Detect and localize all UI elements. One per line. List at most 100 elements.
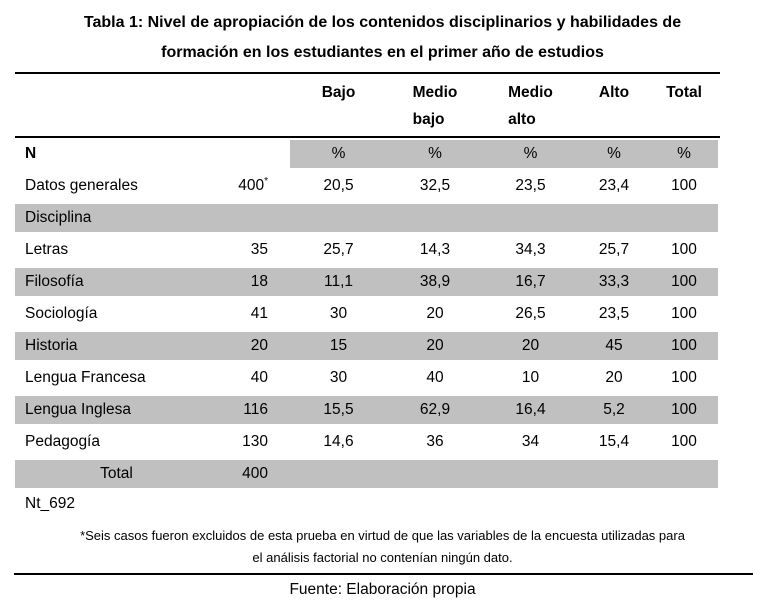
pct-cell: 25,7 [323,241,354,258]
pct-cell: 16,7 [515,273,546,290]
pct-cell [387,204,483,232]
pct-cell: 15,4 [598,433,630,450]
table-row-lengua-francesa: Lengua Francesa 40 30 40 10 20 100 [15,362,718,394]
pct-cell [387,460,483,488]
source-caption: Fuente: Elaboración propia [289,581,476,598]
column-header-total: Total [666,84,702,101]
n-cell: 20 [250,337,268,354]
header-spacer-n [190,79,290,133]
pct-cell: 34 [521,433,540,450]
table-header-rule [15,136,720,138]
nt-note: Nt_692 [25,495,75,512]
n-column-label: N [25,145,37,162]
pct-cell: 100 [671,241,697,258]
pct-cell: 38,9 [419,273,451,290]
pct-cell [483,204,578,232]
pct-cell: 62,9 [419,401,451,418]
table-header-row: Bajo Medio bajo Medio alto Alto Total [15,74,718,136]
pct-cell [650,460,718,488]
table-row-pedagogia: Pedagogía 130 14,6 36 34 15,4 100 [15,426,718,458]
pct-cell: 100 [671,305,697,322]
footnote-line2: el análisis factorial no contenían ningú… [252,550,513,565]
percent-cell: % [483,138,578,170]
pct-cell: 20 [426,305,444,322]
n-cell: 116 [243,401,268,418]
pct-cell: 10 [521,369,540,386]
pct-cell: 11,1 [323,273,354,290]
table-title: Tabla 1: Nivel de apropiación de los con… [0,0,765,68]
column-header-medio-bajo: Medio bajo [412,84,458,128]
pct-cell [483,460,578,488]
pct-cell: 14,6 [323,433,354,450]
pct-cell: 25,7 [598,241,630,258]
pct-cell [290,204,387,232]
pct-cell: 34,3 [515,241,546,258]
source-rule [14,573,753,575]
pct-cell: 20,5 [323,177,354,194]
percent-spacer [190,138,290,170]
pct-cell: 100 [671,433,697,450]
table-row-letras: Letras 35 25,7 14,3 34,3 25,7 100 [15,234,718,266]
table-row-filosofia: Filosofía 18 11,1 38,9 16,7 33,3 100 [15,266,718,298]
table-footnote: *Seis casos fueron excluidos de esta pru… [0,525,765,569]
percent-cell: % [387,138,483,170]
pct-cell [578,460,650,488]
table-row-lengua-inglesa: Lengua Inglesa 116 15,5 62,9 16,4 5,2 10… [15,394,718,426]
table-row-datos-generales: Datos generales 400* 20,5 32,5 23,5 23,4… [15,170,718,202]
table-row-total: Total 400 [15,458,718,490]
n-cell: 130 [242,433,268,450]
pct-cell: 16,4 [515,401,546,418]
pct-cell: 100 [671,401,697,418]
n-cell: 18 [250,273,268,290]
table-section-row-disciplina: Disciplina [15,202,718,234]
header-spacer-label [15,79,190,133]
percent-cell: % [650,138,718,170]
table-top-rule [15,72,720,74]
column-header-medio-alto: Medio alto [508,84,553,128]
pct-cell: 100 [671,273,697,290]
table-title-line2: formación en los estudiantes en el prime… [161,44,604,61]
pct-cell: 100 [671,369,697,386]
n-cell: 400* [238,175,268,194]
pct-cell: 36 [426,433,444,450]
n-cell: 40 [250,369,268,386]
row-label: Lengua Inglesa [25,401,132,418]
n-cell [190,204,290,232]
row-label: Lengua Francesa [25,369,146,386]
pct-cell: 23,4 [598,177,630,194]
n-cell: 400 [242,465,268,482]
pct-cell: 100 [671,177,697,194]
pct-cell: 26,5 [515,305,546,322]
pct-cell: 100 [671,337,697,354]
row-label: Historia [25,337,78,354]
pct-cell [578,204,650,232]
n-cell: 35 [250,241,268,258]
footnote-line1: *Seis casos fueron excluidos de esta pru… [80,528,685,543]
row-label: Sociología [25,305,98,322]
footnote-marker: * [264,175,268,187]
total-row-label: Total [100,465,133,482]
row-label: Filosofía [25,273,84,290]
pct-cell [650,204,718,232]
pct-cell: 14,3 [419,241,451,258]
pct-cell: 20 [605,369,623,386]
pct-cell: 40 [426,369,444,386]
column-header-alto: Alto [598,84,630,101]
column-header-bajo: Bajo [321,84,356,101]
percent-cell: % [290,138,387,170]
row-label: Pedagogía [25,433,100,450]
pct-cell: 15,5 [323,401,354,418]
percent-header-row: N % % % % % [15,138,718,170]
pct-cell: 30 [329,369,348,386]
table-row-sociologia: Sociología 41 30 20 26,5 23,5 100 [15,298,718,330]
row-label: Letras [25,241,69,258]
percent-cell: % [578,138,650,170]
pct-cell: 32,5 [419,177,451,194]
pct-cell: 15 [329,337,348,354]
pct-cell: 30 [329,305,348,322]
pct-cell: 23,5 [515,177,546,194]
pct-cell: 20 [521,337,540,354]
row-label: Datos generales [25,177,138,194]
n-cell: 41 [250,305,268,322]
